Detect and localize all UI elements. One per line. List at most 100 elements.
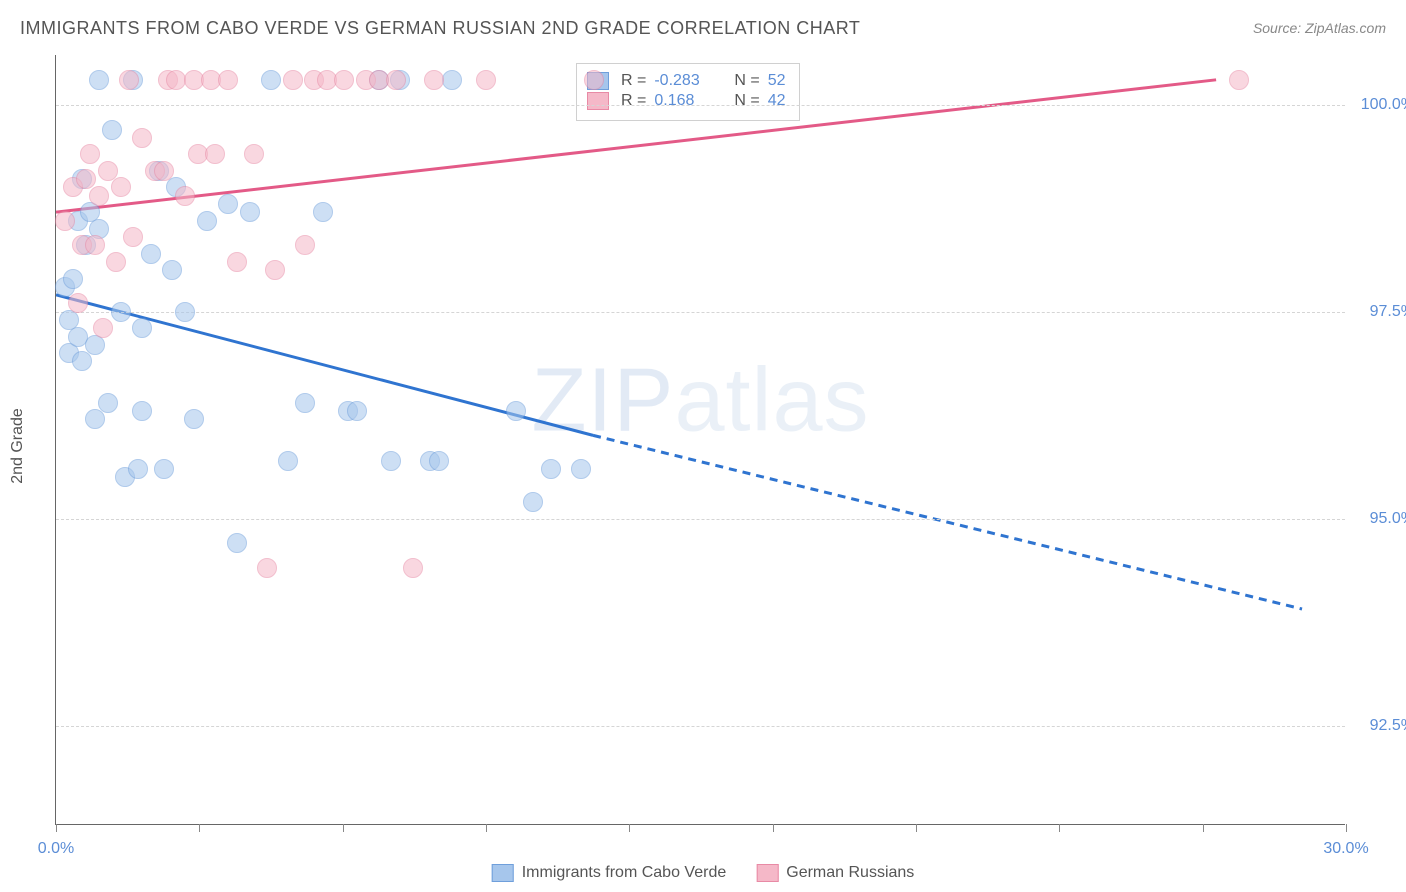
scatter-point-pink [175, 186, 195, 206]
scatter-point-blue [197, 211, 217, 231]
scatter-point-pink [283, 70, 303, 90]
x-tick-label: 30.0% [1323, 840, 1368, 858]
scatter-point-pink [295, 235, 315, 255]
scatter-point-pink [106, 252, 126, 272]
x-tick-label: 0.0% [38, 840, 74, 858]
scatter-point-blue [240, 202, 260, 222]
trend-lines [56, 55, 1345, 824]
scatter-point-blue [154, 459, 174, 479]
scatter-point-pink [132, 128, 152, 148]
scatter-point-blue [523, 492, 543, 512]
scatter-point-pink [89, 186, 109, 206]
y-tick-label: 97.5% [1355, 303, 1406, 321]
scatter-point-blue [162, 260, 182, 280]
scatter-point-pink [403, 558, 423, 578]
gridline [56, 726, 1345, 727]
scatter-point-blue [184, 409, 204, 429]
scatter-point-pink [85, 235, 105, 255]
scatter-point-pink [205, 144, 225, 164]
scatter-point-pink [257, 558, 277, 578]
scatter-point-pink [334, 70, 354, 90]
y-axis-title: 2nd Grade [9, 408, 27, 484]
scatter-point-blue [175, 302, 195, 322]
scatter-point-pink [476, 70, 496, 90]
scatter-point-pink [93, 318, 113, 338]
scatter-point-pink [119, 70, 139, 90]
scatter-point-blue [72, 351, 92, 371]
r-value-blue: -0.283 [654, 72, 714, 90]
scatter-point-pink [68, 293, 88, 313]
legend-item-pink: German Russians [756, 864, 914, 882]
swatch-pink [756, 864, 778, 882]
scatter-point-blue [89, 70, 109, 90]
x-tick [1346, 824, 1347, 832]
x-tick [343, 824, 344, 832]
scatter-point-blue [102, 120, 122, 140]
legend-label-pink: German Russians [786, 864, 914, 882]
r-value-pink: 0.168 [654, 92, 714, 110]
scatter-point-blue [98, 393, 118, 413]
scatter-point-blue [295, 393, 315, 413]
scatter-point-blue [278, 451, 298, 471]
x-tick [1203, 824, 1204, 832]
n-label: N = [734, 72, 759, 90]
scatter-point-pink [265, 260, 285, 280]
scatter-point-blue [141, 244, 161, 264]
legend-row-blue: R = -0.283 N = 52 [587, 72, 785, 90]
x-tick [773, 824, 774, 832]
scatter-point-pink [424, 70, 444, 90]
scatter-point-pink [227, 252, 247, 272]
r-label: R = [621, 72, 646, 90]
scatter-point-pink [123, 227, 143, 247]
scatter-point-blue [85, 409, 105, 429]
scatter-point-blue [429, 451, 449, 471]
scatter-point-blue [313, 202, 333, 222]
correlation-legend: R = -0.283 N = 52 R = 0.168 N = 42 [576, 63, 800, 121]
scatter-point-blue [571, 459, 591, 479]
watermark: ZIPatlas [531, 350, 869, 453]
scatter-point-blue [218, 194, 238, 214]
scatter-point-blue [506, 401, 526, 421]
plot-area: ZIPatlas R = -0.283 N = 52 R = 0.168 N =… [55, 55, 1345, 825]
scatter-point-pink [55, 211, 75, 231]
chart-title: IMMIGRANTS FROM CABO VERDE VS GERMAN RUS… [20, 18, 860, 39]
n-value-blue: 52 [768, 72, 786, 90]
y-tick-label: 95.0% [1355, 510, 1406, 528]
n-value-pink: 42 [768, 92, 786, 110]
scatter-point-blue [128, 459, 148, 479]
y-tick-label: 92.5% [1355, 717, 1406, 735]
gridline [56, 312, 1345, 313]
scatter-point-blue [347, 401, 367, 421]
scatter-point-pink [244, 144, 264, 164]
scatter-point-pink [80, 144, 100, 164]
swatch-pink [587, 92, 609, 110]
x-tick [629, 824, 630, 832]
x-tick [56, 824, 57, 832]
scatter-point-pink [111, 177, 131, 197]
n-label: N = [734, 92, 759, 110]
r-label: R = [621, 92, 646, 110]
legend-item-blue: Immigrants from Cabo Verde [492, 864, 727, 882]
scatter-point-pink [584, 70, 604, 90]
gridline [56, 105, 1345, 106]
scatter-point-blue [442, 70, 462, 90]
scatter-point-blue [111, 302, 131, 322]
scatter-point-blue [261, 70, 281, 90]
legend-label-blue: Immigrants from Cabo Verde [522, 864, 727, 882]
y-tick-label: 100.0% [1355, 96, 1406, 114]
x-tick [1059, 824, 1060, 832]
scatter-point-pink [386, 70, 406, 90]
legend-row-pink: R = 0.168 N = 42 [587, 92, 785, 110]
gridline [56, 519, 1345, 520]
source-label: Source: ZipAtlas.com [1253, 20, 1386, 36]
scatter-point-blue [132, 318, 152, 338]
scatter-point-pink [154, 161, 174, 181]
scatter-point-pink [218, 70, 238, 90]
scatter-point-blue [132, 401, 152, 421]
x-tick [486, 824, 487, 832]
x-tick [916, 824, 917, 832]
x-tick [199, 824, 200, 832]
scatter-point-blue [381, 451, 401, 471]
scatter-point-blue [63, 269, 83, 289]
scatter-point-blue [227, 533, 247, 553]
